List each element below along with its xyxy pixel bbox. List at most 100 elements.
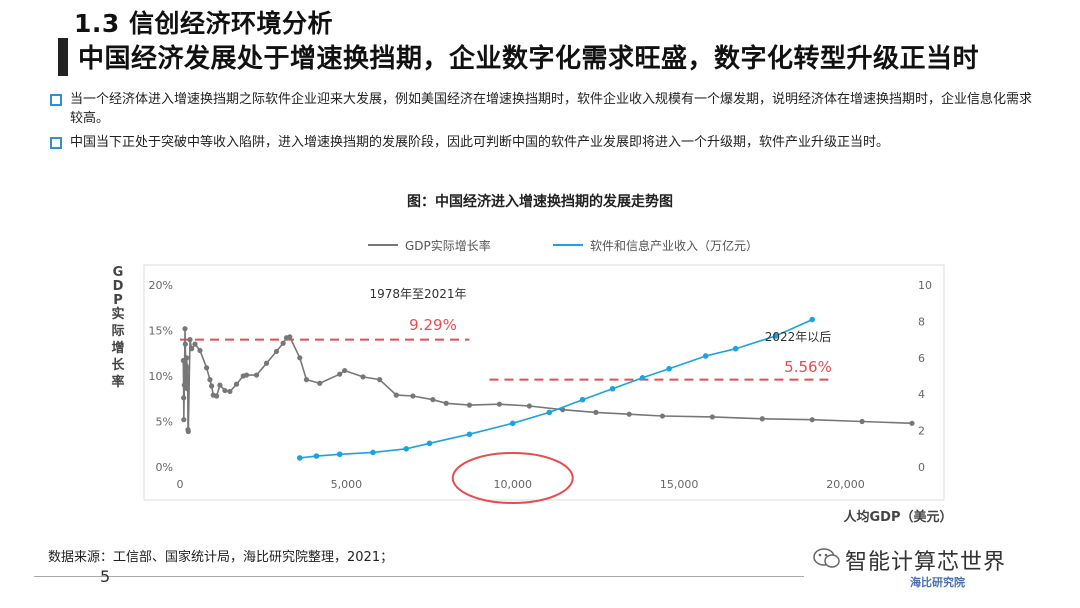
series-gdp-point <box>443 400 449 406</box>
series-gdp-point <box>430 397 436 403</box>
annotations: 1978年至2021年 2022年以后 <box>369 287 832 504</box>
y-axis-label-char: G <box>113 265 124 280</box>
y-axis-label-char: P <box>113 293 123 308</box>
bullet-item-1: 当一个经济体进入增速换挡期之际软件企业迎来大发展，例如美国经济在增速换挡期时，软… <box>50 90 1040 128</box>
series-gdp-point <box>626 411 632 417</box>
square-bullet-icon <box>50 137 62 149</box>
threshold-low-label: 5.56% <box>784 358 832 376</box>
y-axis-label-char: 实 <box>111 306 124 322</box>
series-software-point <box>579 396 586 403</box>
series-software-point <box>296 455 303 461</box>
y-axis-label-char: 际 <box>111 324 124 339</box>
x-tick-label: 10,000 <box>493 478 532 491</box>
series-gdp-point <box>182 341 188 347</box>
series-gdp-point <box>233 381 240 387</box>
series-gdp-point <box>709 414 715 420</box>
page-number: 5 <box>100 567 111 586</box>
threshold-lines: 9.29% 5.56% <box>180 316 832 381</box>
series-gdp-point <box>593 409 599 415</box>
series-gdp-point <box>659 413 666 419</box>
x-tick-label: 5,000 <box>331 478 363 491</box>
series-gdp-point <box>189 346 195 352</box>
y-left-tick-label: 10% <box>149 370 173 383</box>
series-gdp-point <box>337 371 343 377</box>
series-gdp-point <box>253 372 260 378</box>
y-axis-label-char: 率 <box>111 374 124 390</box>
series-gdp-point <box>181 417 187 423</box>
series-gdp-point <box>287 334 293 340</box>
y-right-tick-label: 10 <box>918 279 932 292</box>
series-gdp-point <box>273 348 280 355</box>
bullet-text-2: 中国当下正处于突破中等收入陷阱，进入增速换挡期的发展阶段，因此可判断中国的软件产… <box>70 135 890 150</box>
section-title: 1.3 信创经济环境分析 <box>74 9 333 38</box>
bullet-item-2: 中国当下正处于突破中等收入陷阱，进入增速换挡期的发展阶段，因此可判断中国的软件产… <box>50 133 1040 152</box>
series-gdp-point <box>243 372 250 378</box>
series-gdp-point <box>280 340 286 346</box>
legend-label-software: 软件和信息产业收入（万亿元） <box>590 238 758 253</box>
series-gdp-point <box>410 393 416 399</box>
axis-ticks: 0 5,000 10,000 15,000 20,000 0% 5% 10% 15% 20% 0 2 4… <box>149 279 932 491</box>
legend-label-gdp: GDP实际增长率 <box>405 238 491 253</box>
series-software <box>296 316 815 461</box>
chart-title: 图：中国经济进入增速换挡期的发展走势图 <box>407 194 673 210</box>
series-software-point <box>666 365 672 372</box>
highlight-circle <box>451 452 574 504</box>
annotation-period-early: 1978年至2021年 <box>369 287 466 301</box>
series-software-point <box>732 345 739 352</box>
series-gdp <box>180 326 915 435</box>
series-gdp-point <box>303 377 310 383</box>
series-gdp-point <box>526 403 532 409</box>
series-software-point <box>466 431 473 438</box>
series-gdp-point <box>317 380 323 386</box>
series-gdp-point <box>185 365 191 371</box>
series-gdp-point <box>466 402 473 408</box>
series-gdp-point <box>184 380 190 386</box>
y-left-tick-label: 0% <box>156 461 173 474</box>
y-right-tick-label: 6 <box>918 352 925 365</box>
series-gdp-point <box>859 418 865 425</box>
series-gdp-line <box>182 328 913 432</box>
series-gdp-point <box>360 374 366 380</box>
series-software-point <box>509 420 516 427</box>
series-software-point <box>809 316 815 323</box>
x-axis-label-text: 人均GDP（美元） <box>844 509 953 525</box>
series-gdp-point <box>297 355 303 361</box>
series-gdp-point <box>227 388 233 395</box>
series-software-point <box>426 440 433 447</box>
series-software-point <box>702 353 709 359</box>
y-axis-label: GDP实际增长率 <box>111 265 125 390</box>
series-gdp-point <box>222 387 228 394</box>
plot-frame <box>143 264 945 501</box>
series-gdp-point <box>377 377 383 383</box>
y-right-tick-label: 8 <box>918 315 925 328</box>
x-axis-label: 人均GDP（美元） <box>844 509 953 525</box>
chart-legend: GDP实际增长率 软件和信息产业收入（万亿元） <box>368 238 758 253</box>
series-software-point <box>370 449 376 456</box>
series-gdp-point <box>207 377 213 383</box>
brand-name: 智能计算芯世界 <box>845 550 1007 575</box>
series-gdp-point <box>187 337 193 343</box>
page-headline: 中国经济发展处于增速换挡期，企业数字化需求旺盛，数字化转型升级正当时 <box>78 44 980 74</box>
x-tick-label: 20,000 <box>826 478 865 491</box>
series-gdp-point <box>342 367 348 374</box>
series-software-point <box>772 333 779 339</box>
series-gdp-point <box>217 382 223 388</box>
series-gdp-point <box>197 347 203 354</box>
series-gdp-point <box>209 383 215 389</box>
annotation-period-late: 2022年以后 <box>765 330 832 344</box>
series-software-point <box>313 453 320 459</box>
data-source: 数据来源：工信部、国家统计局，海比研究院整理，2021； <box>48 550 394 565</box>
y-axis-label-char: 增 <box>111 340 124 356</box>
series-gdp-point <box>759 416 765 422</box>
series-gdp-point <box>181 395 187 401</box>
series-software-point <box>639 375 646 381</box>
y-axis-label-char: D <box>113 279 124 294</box>
series-gdp-point <box>184 386 190 392</box>
y-axis-label-char: 长 <box>111 357 125 373</box>
y-left-tick-label: 20% <box>149 279 173 292</box>
series-software-point <box>336 451 343 458</box>
series-gdp-point <box>393 392 399 398</box>
y-right-tick-label: 0 <box>918 461 925 474</box>
series-gdp-point <box>496 401 503 407</box>
